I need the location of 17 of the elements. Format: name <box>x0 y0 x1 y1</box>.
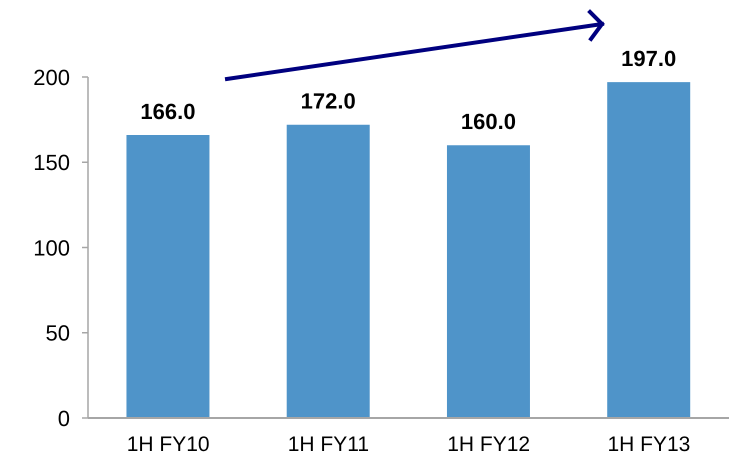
data-label: 197.0 <box>621 46 676 72</box>
bar <box>607 82 690 418</box>
x-tick-label: 1H FY10 <box>126 432 210 456</box>
x-tick-label: 1H FY13 <box>607 432 690 456</box>
x-tick-label: 1H FY12 <box>447 432 530 456</box>
data-label: 172.0 <box>300 88 356 114</box>
y-tick-label: 150 <box>33 150 70 176</box>
bar <box>286 124 370 418</box>
y-tick-label: 200 <box>33 64 70 90</box>
y-tick-label: 50 <box>46 320 70 346</box>
bar <box>446 145 530 418</box>
y-tick-label: 100 <box>33 235 70 260</box>
data-label: 166.0 <box>140 98 196 124</box>
bar <box>126 134 210 418</box>
x-tick-label: 1H FY11 <box>288 432 370 456</box>
data-label: 160.0 <box>460 109 516 134</box>
y-tick-label: 0 <box>58 406 70 431</box>
